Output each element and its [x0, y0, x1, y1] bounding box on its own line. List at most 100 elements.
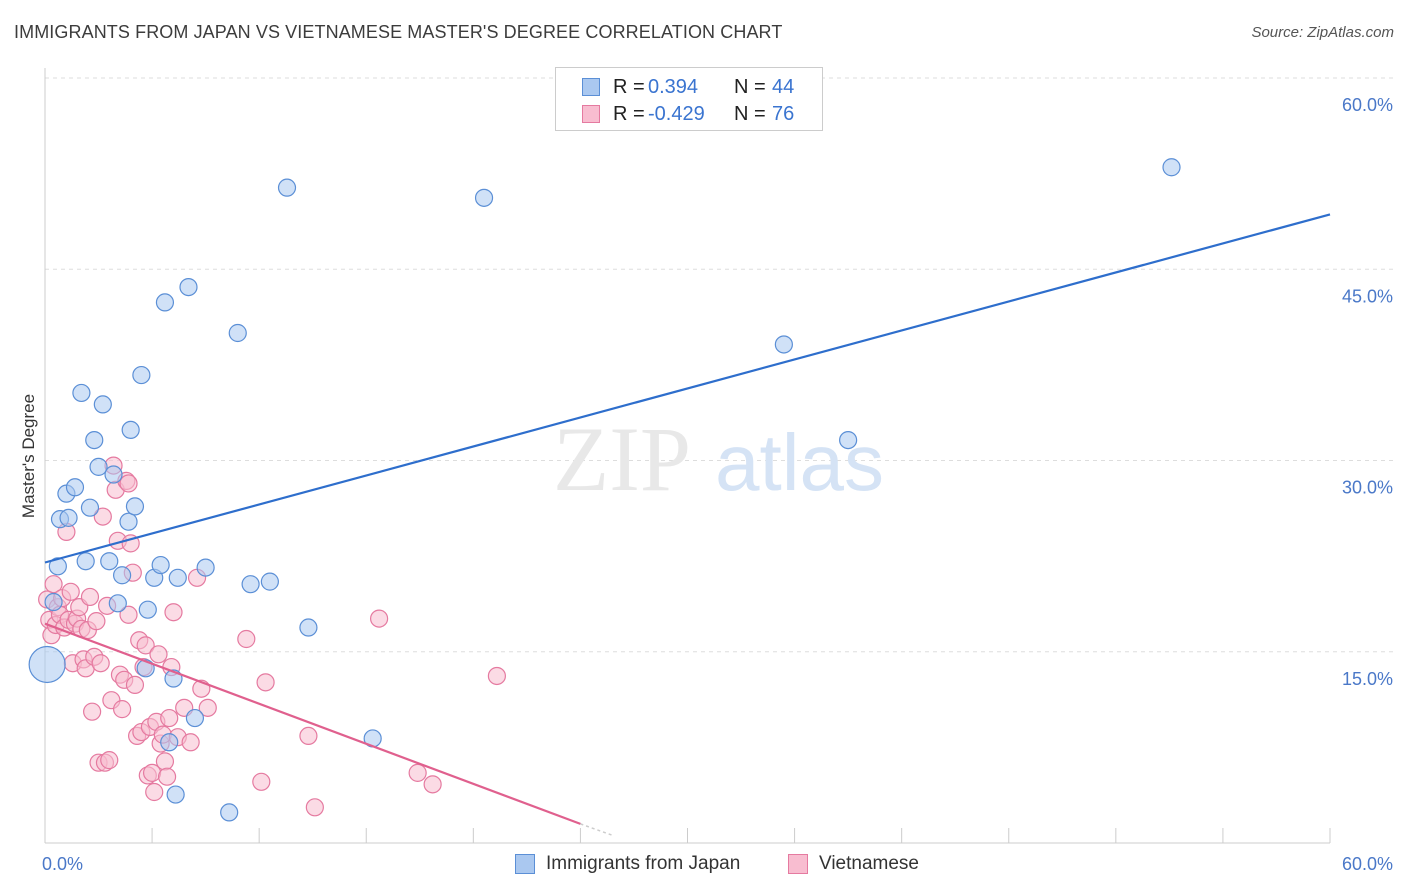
correlation-legend: R = 0.394 N = 44 R = -0.429 N = 76 — [555, 67, 823, 131]
vietnamese-point — [155, 752, 175, 771]
japan-point — [1162, 158, 1181, 177]
vietnamese-point — [157, 767, 177, 786]
japan-point — [28, 645, 66, 684]
bottom-legend-label-japan: Immigrants from Japan — [546, 853, 741, 874]
vietnamese-point — [198, 698, 217, 717]
vietnamese-point — [119, 605, 138, 624]
vietnamese-point — [83, 702, 102, 721]
japan-point — [474, 188, 494, 207]
legend-row-japan: R = 0.394 N = 44 — [556, 74, 822, 102]
legend-r-value: -0.429 — [648, 103, 705, 125]
japan-point — [48, 557, 67, 576]
legend-r-value: 0.394 — [648, 76, 699, 98]
vietnamese-point — [423, 775, 442, 794]
japan-point — [80, 498, 100, 517]
japan-point — [241, 575, 260, 594]
legend-n-value: 44 — [772, 76, 795, 98]
japan-point — [228, 323, 247, 343]
legend-r-label: R = — [613, 76, 645, 98]
y-tick-labels: 15.0% 30.0% 45.0% 60.0% — [1342, 95, 1393, 689]
japan-point — [72, 383, 91, 403]
vietnamese-point — [164, 603, 183, 622]
japan-point — [59, 508, 78, 527]
legend-row-vietnamese: R = -0.429 N = 76 — [556, 101, 822, 129]
vietnamese-point — [125, 675, 145, 695]
japan-point — [76, 552, 95, 571]
trendline-vietnamese — [44, 622, 581, 825]
x-tick-labels: 0.0% 60.0% — [42, 854, 1393, 874]
japan-point — [104, 465, 123, 484]
japan-point — [260, 572, 279, 591]
y-tick-label: 30.0% — [1342, 478, 1393, 498]
vietnamese-point — [93, 507, 112, 526]
vietnamese-point — [252, 772, 271, 791]
vietnamese-point — [91, 654, 110, 673]
vietnamese-point — [44, 575, 63, 594]
japan-point — [839, 431, 858, 450]
japan-point — [44, 592, 63, 612]
source-label: Source: ZipAtlas.com — [1251, 24, 1394, 41]
japan-point — [185, 708, 205, 728]
japan-point — [112, 566, 132, 585]
y-tick-label: 15.0% — [1342, 669, 1393, 689]
x-tick-label-max: 60.0% — [1342, 854, 1393, 874]
japan-point — [85, 431, 104, 450]
japan-point — [151, 555, 170, 575]
watermark-atlas: atlas — [715, 418, 884, 507]
vietnamese-point — [136, 636, 155, 655]
japan-point — [277, 178, 297, 197]
y-tick-label: 60.0% — [1342, 95, 1393, 115]
japan-point — [160, 733, 179, 752]
japan-point — [93, 395, 112, 414]
japan-point — [138, 600, 157, 619]
watermark-zip: ZIP — [553, 408, 691, 510]
japan-point — [119, 512, 138, 531]
vietnamese-point — [145, 782, 164, 802]
vietnamese-point — [87, 612, 106, 631]
x-tick-label-min: 0.0% — [42, 854, 83, 874]
vietnamese-point — [80, 587, 100, 607]
japan-point — [774, 335, 793, 354]
vietnamese-point — [299, 726, 318, 746]
japan-point — [179, 278, 198, 297]
vietnamese-point — [487, 666, 506, 686]
vietnamese-point — [61, 582, 80, 601]
vietnamese-point — [237, 629, 256, 649]
series-japan-points — [28, 158, 1181, 822]
bottom-legend-swatch-vietnamese — [788, 854, 808, 874]
y-axis-label: Master's Degree — [19, 394, 38, 518]
japan-point — [121, 420, 140, 439]
legend-r-label: R = — [613, 103, 645, 125]
vietnamese-point — [149, 645, 168, 664]
legend-swatch-japan — [582, 78, 600, 96]
japan-point — [166, 785, 185, 804]
vietnamese-point — [119, 474, 138, 493]
japan-point — [65, 478, 85, 497]
watermark: ZIP atlas — [553, 408, 884, 510]
japan-point — [155, 293, 175, 312]
japan-point — [125, 497, 145, 516]
vietnamese-point — [181, 733, 200, 752]
vietnamese-point — [100, 751, 119, 770]
vietnamese-point — [112, 700, 132, 719]
japan-point — [299, 618, 318, 637]
vietnamese-point — [160, 708, 179, 728]
legend-n-label: N = — [734, 76, 766, 98]
x-tick-marks — [44, 828, 1331, 843]
vietnamese-point — [370, 609, 389, 628]
vietnamese-point — [256, 673, 275, 692]
legend-n-value: 76 — [772, 103, 795, 125]
japan-point — [168, 568, 187, 587]
japan-point — [196, 558, 215, 577]
trend-lines — [44, 213, 1331, 837]
japan-point — [100, 552, 119, 571]
gridlines — [45, 77, 1393, 653]
bottom-legend-swatch-japan — [515, 854, 535, 874]
japan-point — [108, 594, 127, 613]
y-tick-label: 45.0% — [1342, 286, 1393, 306]
trendline-vietnamese-extension — [580, 823, 613, 837]
chart-title: IMMIGRANTS FROM JAPAN VS VIETNAMESE MAST… — [14, 22, 783, 42]
legend-n-label: N = — [734, 103, 766, 125]
japan-point — [220, 803, 239, 822]
